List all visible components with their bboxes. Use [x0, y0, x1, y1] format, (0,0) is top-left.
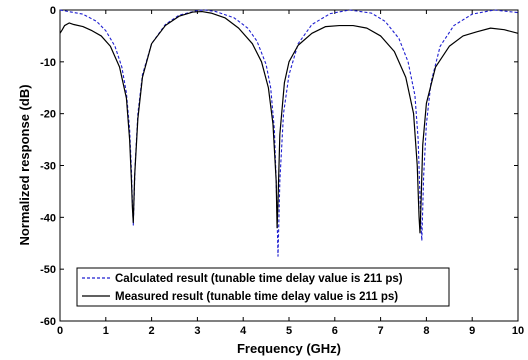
x-tick-label: 10 [512, 325, 524, 337]
x-tick-label: 6 [332, 325, 338, 337]
series-layer [59, 9, 519, 257]
y-tick-label: -50 [40, 264, 56, 276]
x-tick-label: 7 [378, 325, 384, 337]
y-tick-label: -60 [40, 316, 56, 328]
x-tick-label: 2 [149, 325, 155, 337]
x-tick-label: 4 [240, 325, 247, 337]
legend-label-calculated: Calculated result (tunable time delay va… [115, 273, 403, 285]
y-tick-label: -30 [40, 161, 56, 173]
y-tick-label: -20 [40, 109, 56, 121]
x-tick-label: 0 [57, 325, 63, 337]
legend: Calculated result (tunable time delay va… [76, 267, 450, 307]
y-axis-label: Normalized response (dB) [17, 84, 32, 245]
x-tick-label: 1 [103, 325, 109, 337]
y-tick-label: -40 [40, 212, 56, 224]
legend-label-measured: Measured result (tunable time delay valu… [115, 291, 398, 303]
x-tick-label: 8 [423, 325, 429, 337]
series-line-measured [59, 10, 519, 234]
x-tick-label: 5 [286, 325, 292, 337]
y-tick-label: -10 [40, 57, 56, 69]
x-tick-label: 3 [194, 325, 200, 337]
legend-box [76, 267, 450, 307]
x-axis-label: Frequency (GHz) [237, 341, 341, 356]
y-tick-label: 0 [50, 5, 56, 17]
x-tick-label: 9 [469, 325, 475, 337]
tick-labels: 0 1 2 3 4 5 6 7 8 9 10 0 -10 -20 -30 -40 -50 -60 [40, 5, 524, 337]
axis-ticks [59, 9, 519, 322]
